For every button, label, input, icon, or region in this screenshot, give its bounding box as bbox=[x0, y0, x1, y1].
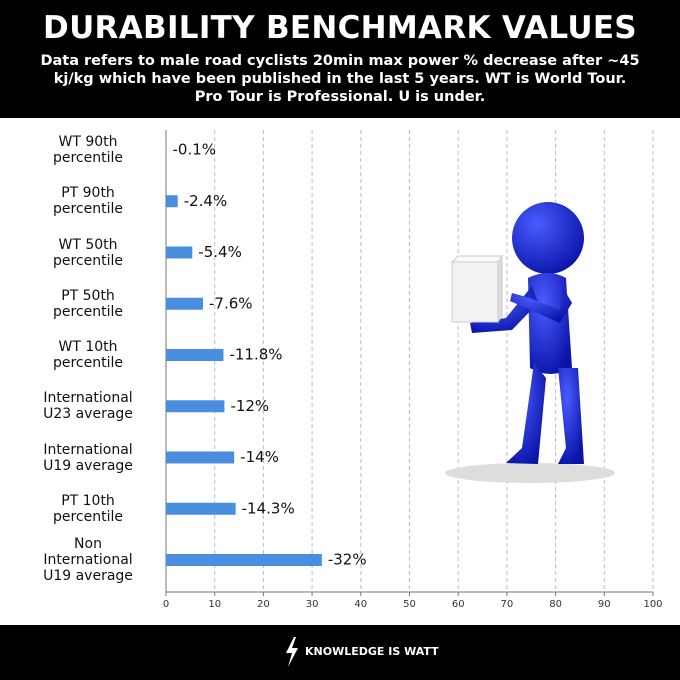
x-tick-label: 60 bbox=[452, 599, 465, 610]
value-label: -14.3% bbox=[242, 499, 295, 517]
x-tick-label: 40 bbox=[354, 599, 367, 610]
value-label: -14% bbox=[240, 448, 279, 466]
figure-illustration bbox=[445, 202, 615, 483]
y-tick-label: International U19 average bbox=[43, 441, 133, 474]
logo-bolt bbox=[286, 637, 298, 667]
brand: KNOWLEDGE IS WATT bbox=[305, 645, 439, 658]
x-tick-label: 0 bbox=[163, 599, 169, 610]
y-tick-label: PT 50th percentile bbox=[52, 287, 123, 320]
footer: KNOWLEDGE IS WATT bbox=[0, 625, 680, 680]
bar bbox=[166, 451, 235, 464]
value-label: -0.1% bbox=[172, 141, 216, 159]
x-tick-label: 50 bbox=[403, 599, 416, 610]
value-label: -2.4% bbox=[184, 192, 228, 210]
y-tick-label: International U23 average bbox=[43, 390, 133, 423]
value-label: -5.4% bbox=[198, 243, 242, 261]
bar bbox=[166, 554, 322, 566]
value-label: -11.8% bbox=[229, 346, 282, 364]
header: DURABILITY BENCHMARK VALUES Data refers … bbox=[0, 0, 680, 118]
bar bbox=[166, 349, 224, 361]
x-tick-label: 20 bbox=[257, 599, 270, 610]
x-tick-label: 100 bbox=[643, 599, 662, 610]
value-label: -7.6% bbox=[209, 294, 253, 312]
bar bbox=[166, 400, 225, 413]
bar bbox=[166, 297, 204, 310]
y-tick-label: Non International U19 average bbox=[43, 536, 133, 584]
x-tick-label: 30 bbox=[306, 599, 319, 610]
y-tick-label: PT 10th percentile bbox=[52, 492, 123, 525]
value-label: -32% bbox=[328, 551, 367, 569]
bar bbox=[166, 502, 236, 515]
x-tick-label: 10 bbox=[208, 599, 221, 610]
y-tick-label: WT 90th percentile bbox=[52, 134, 123, 166]
x-tick-label: 70 bbox=[501, 599, 514, 610]
x-tick-label: 90 bbox=[598, 599, 611, 610]
chart-subtitle: Data refers to male road cyclists 20min … bbox=[40, 53, 640, 105]
chart: 0 10 20 30 40 50 60 70 80 90 100 -0.1% -2.4% -5.4% -7.… bbox=[163, 130, 663, 610]
bar bbox=[166, 195, 178, 208]
y-tick-label: WT 10th percentile bbox=[52, 339, 123, 371]
bar bbox=[166, 246, 193, 259]
x-tick-label: 80 bbox=[549, 599, 562, 610]
chart-title: DURABILITY BENCHMARK VALUES bbox=[43, 10, 637, 46]
y-tick-label: PT 90th percentile bbox=[52, 185, 123, 218]
value-label: -12% bbox=[230, 397, 269, 415]
y-tick-label: WT 50th percentile bbox=[52, 236, 123, 269]
